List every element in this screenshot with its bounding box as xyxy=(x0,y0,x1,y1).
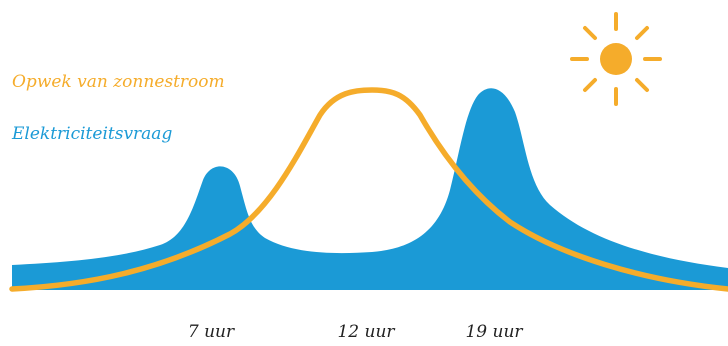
time-label-7: 7 uur xyxy=(187,322,235,342)
demand-area xyxy=(12,88,728,290)
legend-solar-label: Opwek van zonnestroom xyxy=(12,72,225,92)
solar-curve xyxy=(9,87,728,292)
time-label-12: 12 uur xyxy=(337,322,395,342)
time-label-19: 19 uur xyxy=(465,322,523,342)
legend-demand-label: Elektriciteitsvraag xyxy=(12,124,173,144)
sun-icon xyxy=(570,12,662,106)
